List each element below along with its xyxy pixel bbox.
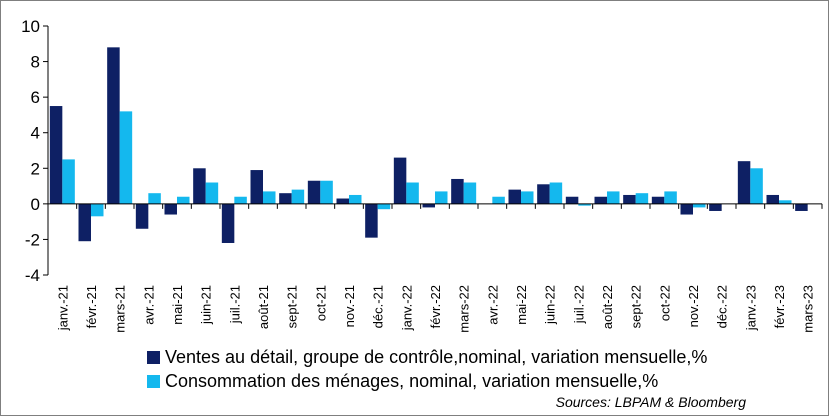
bar-retail-sales <box>451 178 464 204</box>
y-tick-label: 6 <box>31 88 40 107</box>
x-tick-label: juin-21 <box>199 285 214 325</box>
bar-household-consumption <box>492 196 505 204</box>
bar-retail-sales <box>49 106 63 204</box>
bar-household-consumption <box>234 196 247 204</box>
x-tick-label: juin-22 <box>543 285 558 325</box>
x-tick-label: mai-21 <box>170 285 185 325</box>
x-tick-label: août-22 <box>600 285 615 329</box>
bar-household-consumption <box>435 191 448 204</box>
bar-retail-sales <box>250 170 263 204</box>
bar-retail-sales <box>766 194 779 204</box>
bar-household-consumption <box>578 203 591 206</box>
bar-retail-sales <box>737 161 751 204</box>
x-tick-label: mars-21 <box>113 285 128 333</box>
x-tick-label: févr.-22 <box>428 285 443 328</box>
bar-household-consumption <box>750 168 763 204</box>
bar-retail-sales <box>537 184 550 204</box>
bar-household-consumption <box>463 182 477 204</box>
bar-retail-sales <box>709 203 722 211</box>
bar-household-consumption <box>377 203 391 210</box>
source-note: Sources: LBPAM & Bloomberg <box>555 394 746 410</box>
bar-retail-sales <box>107 47 120 204</box>
bar-household-consumption <box>779 200 792 204</box>
bar-household-consumption <box>148 193 161 204</box>
y-tick-label: 10 <box>21 17 40 36</box>
bar-retail-sales <box>565 196 579 204</box>
bar-household-consumption <box>664 191 677 204</box>
bar-household-consumption <box>62 159 75 204</box>
bar-retail-sales <box>279 193 292 204</box>
bar-retail-sales <box>164 203 177 215</box>
legend: Ventes au détail, groupe de contrôle,nom… <box>147 345 707 393</box>
bar-household-consumption <box>693 203 706 208</box>
x-tick-label: avr.-21 <box>141 285 156 325</box>
legend-label-household-consumption: Consommation des ménages, nominal, varia… <box>165 370 659 391</box>
x-tick-label: août-21 <box>256 285 271 329</box>
x-tick-label: nov.-21 <box>342 285 357 327</box>
legend-item-retail-sales: Ventes au détail, groupe de contrôle,nom… <box>147 345 707 369</box>
bar-retail-sales <box>221 203 235 243</box>
x-tick-label: mai-22 <box>514 285 529 325</box>
bar-retail-sales <box>651 196 665 204</box>
x-tick-label: mars-23 <box>801 285 816 333</box>
bar-household-consumption <box>320 180 333 204</box>
y-tick-label: 8 <box>31 53 40 72</box>
y-tick-label: 4 <box>31 124 40 143</box>
x-tick-label: janv.-22 <box>399 285 414 331</box>
y-tick-label: 0 <box>31 195 40 214</box>
bar-retail-sales <box>78 203 91 242</box>
bar-household-consumption <box>263 191 276 204</box>
bar-retail-sales <box>365 203 378 238</box>
bar-retail-sales <box>336 198 349 204</box>
legend-swatch-household-consumption <box>147 374 160 388</box>
y-tick-label: -4 <box>25 266 40 285</box>
x-tick-label: janv.-23 <box>743 285 758 331</box>
bar-retail-sales <box>135 203 149 229</box>
bar-retail-sales <box>193 168 206 204</box>
bar-household-consumption <box>607 191 620 204</box>
x-tick-label: sept-21 <box>285 285 300 328</box>
x-tick-label: oct-22 <box>657 285 672 321</box>
bar-retail-sales <box>508 189 521 204</box>
legend-swatch-retail-sales <box>147 350 160 364</box>
x-tick-label: avr.-22 <box>485 285 500 325</box>
bar-retail-sales <box>795 203 808 211</box>
x-tick-label: mars-22 <box>457 285 472 333</box>
bar-retail-sales <box>422 203 435 208</box>
bar-retail-sales <box>623 194 636 204</box>
x-tick-label: oct-21 <box>313 285 328 321</box>
bar-household-consumption <box>521 191 534 204</box>
y-tick-label: -2 <box>25 230 40 249</box>
bar-retail-sales <box>393 157 407 204</box>
bar-household-consumption <box>205 182 219 204</box>
y-tick-label: 2 <box>31 159 40 178</box>
legend-label-retail-sales: Ventes au détail, groupe de contrôle,nom… <box>165 346 708 367</box>
bar-retail-sales <box>307 180 321 204</box>
x-tick-label: févr.-23 <box>772 285 787 328</box>
bar-household-consumption <box>406 182 419 204</box>
bar-household-consumption <box>119 111 133 204</box>
x-tick-label: déc.-22 <box>715 285 730 328</box>
legend-item-household-consumption: Consommation des ménages, nominal, varia… <box>147 369 707 393</box>
x-tick-label: janv.-21 <box>55 285 70 331</box>
bar-household-consumption <box>549 182 563 204</box>
x-tick-label: déc.-21 <box>371 285 386 328</box>
bar-household-consumption <box>291 189 305 204</box>
bar-household-consumption <box>91 203 104 217</box>
bar-household-consumption <box>349 194 362 204</box>
x-tick-label: sept-22 <box>629 285 644 328</box>
x-tick-label: juil.-21 <box>227 285 242 324</box>
x-tick-label: févr.-21 <box>84 285 99 328</box>
bar-household-consumption <box>177 196 190 204</box>
bar-retail-sales <box>680 203 693 215</box>
x-tick-label: nov.-22 <box>686 285 701 327</box>
x-tick-label: juil.-22 <box>571 285 586 324</box>
bar-retail-sales <box>594 196 607 204</box>
bar-household-consumption <box>635 193 649 204</box>
